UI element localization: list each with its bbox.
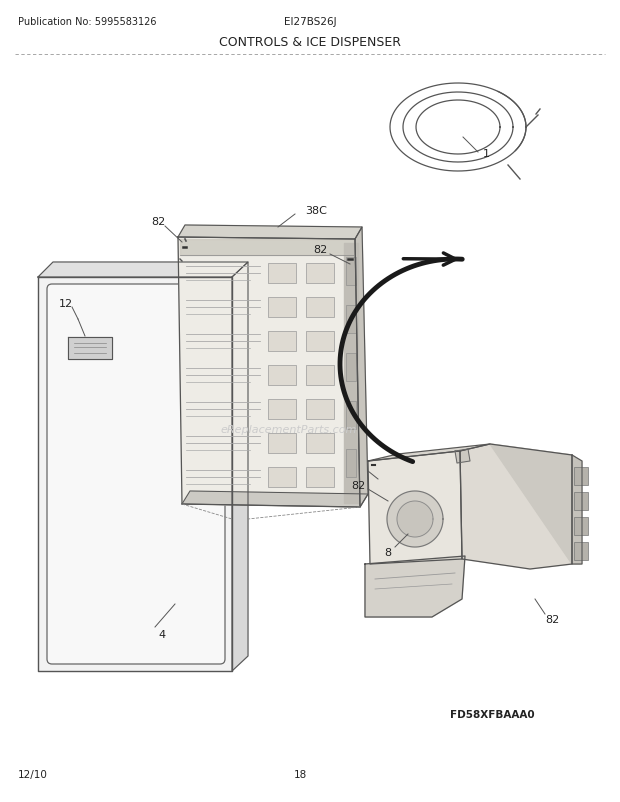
Polygon shape bbox=[387, 492, 443, 547]
Polygon shape bbox=[460, 444, 572, 569]
Bar bbox=[306, 298, 334, 318]
Text: 38C: 38C bbox=[305, 206, 327, 216]
Text: 1: 1 bbox=[483, 149, 490, 159]
Text: FD58XFBAAA0: FD58XFBAAA0 bbox=[450, 709, 534, 719]
Polygon shape bbox=[572, 456, 582, 565]
Text: 8: 8 bbox=[384, 547, 392, 557]
Polygon shape bbox=[490, 444, 580, 565]
Text: 82: 82 bbox=[313, 245, 327, 255]
Bar bbox=[268, 433, 296, 453]
Polygon shape bbox=[455, 449, 470, 464]
Polygon shape bbox=[368, 452, 462, 565]
Text: 82: 82 bbox=[151, 217, 165, 227]
Polygon shape bbox=[52, 290, 220, 659]
Bar bbox=[574, 542, 588, 561]
Bar bbox=[268, 331, 296, 351]
Polygon shape bbox=[397, 501, 433, 537]
Bar bbox=[574, 517, 588, 535]
Text: eReplacementParts.com: eReplacementParts.com bbox=[220, 424, 356, 435]
Bar bbox=[346, 449, 356, 477]
Text: 12: 12 bbox=[59, 298, 73, 309]
Polygon shape bbox=[178, 237, 360, 508]
Polygon shape bbox=[178, 225, 362, 240]
Polygon shape bbox=[232, 263, 248, 671]
Polygon shape bbox=[38, 277, 232, 671]
Polygon shape bbox=[68, 338, 112, 359]
Bar bbox=[306, 399, 334, 419]
Bar bbox=[346, 402, 356, 429]
Bar bbox=[306, 433, 334, 453]
FancyBboxPatch shape bbox=[47, 285, 225, 664]
Bar bbox=[574, 468, 588, 485]
Bar bbox=[268, 366, 296, 386]
Polygon shape bbox=[182, 492, 368, 508]
Text: CONTROLS & ICE DISPENSER: CONTROLS & ICE DISPENSER bbox=[219, 35, 401, 48]
Text: 82: 82 bbox=[545, 614, 559, 624]
Text: 82: 82 bbox=[351, 480, 365, 490]
Bar bbox=[346, 257, 356, 286]
Bar bbox=[268, 298, 296, 318]
Bar bbox=[346, 354, 356, 382]
Bar bbox=[268, 264, 296, 284]
Text: EI27BS26J: EI27BS26J bbox=[284, 17, 336, 27]
Polygon shape bbox=[38, 263, 248, 277]
Text: 12/10: 12/10 bbox=[18, 769, 48, 779]
Polygon shape bbox=[368, 444, 490, 461]
Text: 18: 18 bbox=[293, 769, 307, 779]
Bar bbox=[306, 366, 334, 386]
Bar bbox=[306, 264, 334, 284]
Bar bbox=[346, 306, 356, 334]
Text: 4: 4 bbox=[159, 630, 166, 639]
Bar bbox=[268, 399, 296, 419]
Bar bbox=[574, 492, 588, 510]
Bar bbox=[306, 331, 334, 351]
Polygon shape bbox=[355, 228, 368, 508]
Bar bbox=[268, 468, 296, 488]
Polygon shape bbox=[365, 557, 465, 618]
Bar bbox=[306, 468, 334, 488]
Text: Publication No: 5995583126: Publication No: 5995583126 bbox=[18, 17, 156, 27]
